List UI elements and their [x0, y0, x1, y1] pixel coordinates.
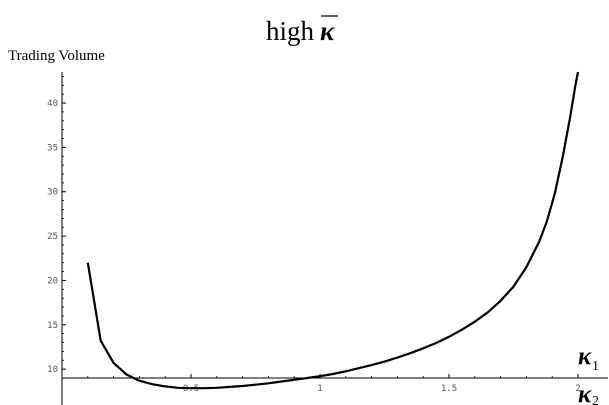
x-axis-label: κ 1 κ 2 [578, 343, 599, 405]
y-tick-label: 35 [47, 143, 58, 153]
chart-title-symbol: κ [320, 16, 335, 46]
y-tick-label: 30 [47, 188, 58, 198]
x-tick-label: 1.5 [441, 384, 457, 394]
x-label-numerator-symbol: κ [578, 343, 592, 370]
x-tick-label: 1 [317, 384, 322, 394]
series-group [86, 71, 580, 390]
series-line [86, 71, 580, 390]
y-tick-label: 25 [47, 232, 58, 242]
y-axis-label: Trading Volume [8, 48, 105, 64]
y-tick-label: 40 [47, 99, 58, 109]
chart-title-prefix: high [266, 16, 315, 46]
y-tick-label: 10 [47, 365, 58, 375]
x-label-denominator-symbol: κ [578, 381, 592, 405]
x-label-denominator-subscript: 2 [592, 394, 599, 405]
x-label-numerator-subscript: 1 [592, 359, 599, 374]
y-tick-label: 20 [47, 276, 58, 286]
y-tick-label: 15 [47, 321, 58, 331]
x-tick-label: 2 [575, 384, 580, 394]
